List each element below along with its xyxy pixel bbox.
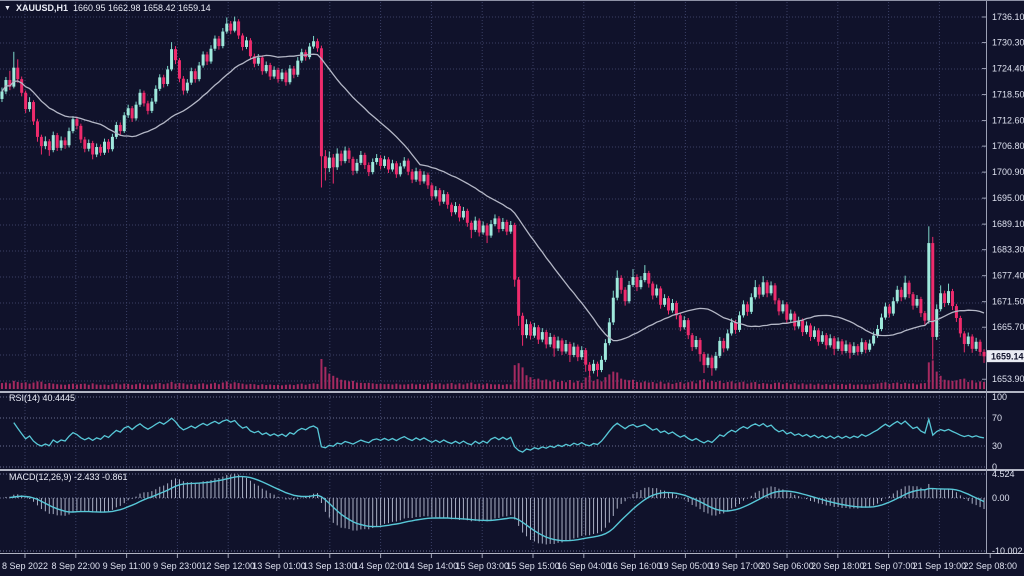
candles-layer bbox=[0, 16, 986, 378]
svg-text:0: 0 bbox=[992, 462, 997, 472]
svg-text:21 Sep 07:00: 21 Sep 07:00 bbox=[862, 561, 916, 571]
macd-signal-line bbox=[9, 475, 985, 542]
symbol-dropdown-icon[interactable]: ▼ bbox=[4, 5, 11, 12]
chart-title: ▼ XAUUSD,H1 1660.95 1662.98 1658.42 1659… bbox=[4, 3, 211, 14]
svg-text:16 Sep 16:00: 16 Sep 16:00 bbox=[608, 561, 662, 571]
symbol-period-label: XAUUSD,H1 bbox=[15, 3, 68, 13]
window-top-border bbox=[0, 0, 1024, 1]
svg-text:1706.80: 1706.80 bbox=[992, 141, 1024, 151]
svg-text:1724.40: 1724.40 bbox=[992, 64, 1024, 74]
rsi-line bbox=[13, 416, 985, 453]
panel-separators bbox=[0, 1, 1024, 554]
svg-text:20 Sep 18:00: 20 Sep 18:00 bbox=[811, 561, 865, 571]
ohlc-values-label: 1660.95 1662.98 1658.42 1659.14 bbox=[72, 3, 211, 13]
svg-text:1665.70: 1665.70 bbox=[992, 322, 1024, 332]
svg-text:4.524: 4.524 bbox=[992, 469, 1015, 479]
svg-text:30: 30 bbox=[992, 441, 1002, 451]
svg-text:21 Sep 19:00: 21 Sep 19:00 bbox=[913, 561, 967, 571]
svg-text:1677.40: 1677.40 bbox=[992, 271, 1024, 281]
svg-text:19 Sep 17:00: 19 Sep 17:00 bbox=[709, 561, 763, 571]
svg-text:1689.10: 1689.10 bbox=[992, 219, 1024, 229]
svg-text:9 Sep 23:00: 9 Sep 23:00 bbox=[153, 561, 202, 571]
svg-text:1671.50: 1671.50 bbox=[992, 297, 1024, 307]
svg-text:1653.90: 1653.90 bbox=[992, 374, 1024, 384]
svg-text:1712.60: 1712.60 bbox=[992, 116, 1024, 126]
current-price-tag: 1659.14 bbox=[987, 350, 1024, 363]
svg-text:14 Sep 14:00: 14 Sep 14:00 bbox=[405, 561, 459, 571]
svg-text:1730.30: 1730.30 bbox=[992, 38, 1024, 48]
svg-text:12 Sep 12:00: 12 Sep 12:00 bbox=[201, 561, 255, 571]
grid-layer bbox=[0, 2, 986, 553]
price-axis[interactable]: 1736.10 1730.30 1724.40 1718.50 1712.60 1706.… bbox=[982, 12, 1024, 556]
rsi-indicator-label: RSI(14) 40.4445 bbox=[9, 393, 76, 403]
svg-text:13 Sep 13:00: 13 Sep 13:00 bbox=[303, 561, 357, 571]
svg-text:8 Sep 22:00: 8 Sep 22:00 bbox=[52, 561, 101, 571]
macd-histogram bbox=[5, 473, 985, 545]
svg-text:16 Sep 04:00: 16 Sep 04:00 bbox=[557, 561, 611, 571]
volume-layer bbox=[0, 359, 986, 389]
svg-text:1683.30: 1683.30 bbox=[992, 245, 1024, 255]
svg-text:1659.14: 1659.14 bbox=[991, 352, 1024, 362]
svg-text:1700.90: 1700.90 bbox=[992, 167, 1024, 177]
svg-text:8 Sep 2022: 8 Sep 2022 bbox=[2, 561, 48, 571]
svg-text:1736.10: 1736.10 bbox=[992, 12, 1024, 22]
macd-indicator-label: MACD(12,26,9) -2.433 -0.861 bbox=[9, 472, 128, 482]
svg-text:20 Sep 06:00: 20 Sep 06:00 bbox=[760, 561, 814, 571]
svg-text:22 Sep 08:00: 22 Sep 08:00 bbox=[963, 561, 1017, 571]
svg-text:0.00: 0.00 bbox=[992, 493, 1010, 503]
moving-average-line bbox=[1, 53, 985, 342]
svg-text:1695.00: 1695.00 bbox=[992, 193, 1024, 203]
svg-text:70: 70 bbox=[992, 413, 1002, 423]
svg-text:-10.002: -10.002 bbox=[992, 546, 1023, 556]
time-axis[interactable]: 8 Sep 2022 8 Sep 22:00 9 Sep 11:00 9 Sep 23… bbox=[2, 554, 1017, 571]
svg-text:19 Sep 05:00: 19 Sep 05:00 bbox=[659, 561, 713, 571]
svg-text:9 Sep 11:00: 9 Sep 11:00 bbox=[103, 561, 151, 571]
svg-text:14 Sep 02:00: 14 Sep 02:00 bbox=[354, 561, 408, 571]
svg-text:15 Sep 03:00: 15 Sep 03:00 bbox=[455, 561, 509, 571]
svg-text:13 Sep 01:00: 13 Sep 01:00 bbox=[252, 561, 306, 571]
svg-text:15 Sep 15:00: 15 Sep 15:00 bbox=[506, 561, 560, 571]
svg-text:1718.50: 1718.50 bbox=[992, 90, 1024, 100]
svg-text:100: 100 bbox=[992, 392, 1007, 402]
